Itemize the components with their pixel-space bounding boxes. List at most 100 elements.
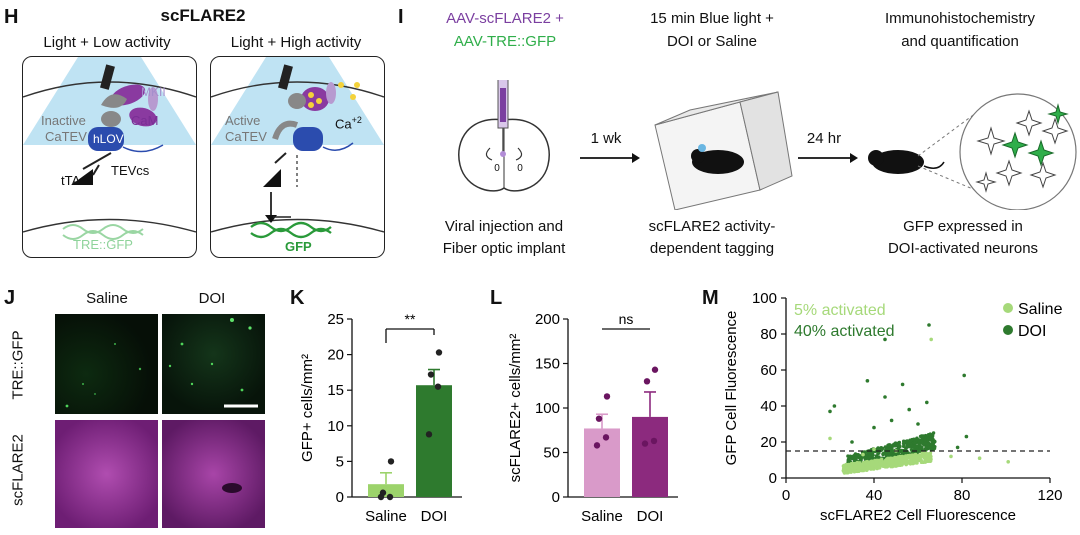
panel-letter-k: K (290, 287, 305, 309)
bar-saline (368, 484, 404, 497)
scatter-point-saline (863, 461, 867, 465)
scatter-point-saline (882, 460, 886, 464)
x-tick-label-saline: Saline (365, 508, 407, 525)
scatter-point-saline (858, 462, 863, 466)
scatter-point-doi (889, 450, 894, 454)
scatter-point-saline (977, 456, 982, 460)
y-tick-label: 0 (769, 470, 777, 487)
micrograph-saline-scflare (55, 420, 158, 528)
scatter-point-doi (854, 453, 859, 457)
legend-label-doi: DOI (1018, 323, 1046, 340)
scatter-point-doi (920, 445, 924, 450)
scatter-point-saline (857, 465, 861, 469)
scatter-point-saline (915, 457, 920, 461)
scatter-point-saline (899, 455, 903, 459)
schematic-low-activity-drawing (23, 57, 196, 240)
scatter-point-saline (828, 436, 832, 441)
scatter-point-saline (894, 459, 899, 463)
panel-letter-i: I (398, 6, 404, 28)
bar-doi (416, 385, 452, 497)
scatter-point-saline (904, 462, 909, 466)
scatter-point-doi (846, 459, 850, 463)
scatter-point-doi (881, 452, 885, 456)
scatter-point-saline (870, 463, 874, 467)
scatter-point-doi (832, 404, 837, 408)
x-tick-label-doi: DOI (421, 508, 448, 525)
data-point-doi (650, 437, 658, 445)
scatter-point-saline (890, 464, 895, 469)
scatter-point-doi (897, 443, 902, 448)
step2-top-line2: DOI or Saline (666, 33, 758, 50)
scatter-point-doi (923, 437, 927, 442)
scatter-point-saline (867, 465, 871, 469)
scatter-point-doi (926, 432, 931, 437)
scatter-point-doi (908, 438, 912, 442)
panel-h-left-caption: Light + Low activity (43, 34, 171, 51)
scatter-point-saline (849, 469, 853, 473)
scatter-point-doi (858, 458, 863, 462)
x-tick-label-doi: DOI (637, 508, 664, 525)
y-axis-label: GFP Cell Fluorescence (723, 311, 740, 466)
scatter-point-doi (931, 431, 936, 435)
step2-top-line1: 15 min Blue light + (650, 10, 774, 27)
scatter-point-saline (857, 469, 861, 473)
micrograph-doi-scflare (162, 420, 265, 528)
scatter-point-doi (907, 407, 911, 412)
scatter-point-doi (920, 435, 925, 440)
micrograph-doi-scflare-mark (222, 483, 242, 493)
y-tick-label: 150 (535, 356, 560, 373)
brain-zero-right: 0 (517, 163, 523, 174)
scatter-point-saline (902, 459, 906, 464)
chart-k-gfp-cells: 0 5 10 15 20 25 GFP+ cells/mm² Saline DOI ** (299, 311, 462, 525)
scatter-point-saline (906, 456, 910, 460)
data-point-saline (387, 458, 395, 465)
schematic-low-activity: MKII CaM Inactive CaTEV hLOV tTA TEVcs T… (22, 56, 197, 258)
scatter-point-doi (903, 451, 907, 455)
micrograph-saline-gfp (55, 314, 158, 414)
data-point-saline (602, 434, 610, 441)
micrograph-saline-gfp-dots (65, 343, 142, 408)
label-calcium: Ca+2 (335, 115, 362, 132)
scatter-point-doi (865, 379, 870, 383)
scatter-point-doi (853, 456, 858, 460)
scatter-point-doi (847, 456, 852, 460)
significance-label: ns (619, 311, 634, 327)
scatter-point-saline (924, 457, 928, 462)
bar-doi (632, 416, 668, 497)
data-point-doi (641, 440, 649, 447)
scatter-point-saline (924, 451, 928, 455)
scatter-point-doi (902, 443, 906, 448)
scatter-point-doi (828, 409, 832, 414)
y-tick-label: 50 (543, 445, 560, 462)
chart-l-scflare-cells: 0 50 100 150 200 scFLARE2+ cells/mm² Saline DOI… (507, 311, 678, 525)
scatter-point-doi (883, 395, 887, 399)
label-catev-right: CaTEV (225, 129, 267, 144)
scatter-point-saline (873, 463, 877, 467)
label-active: Active (225, 113, 261, 128)
label-tevcs: TEVcs (111, 163, 150, 178)
scatter-point-doi (929, 442, 933, 446)
scatter-point-doi (955, 445, 960, 450)
scatter-point-doi (915, 436, 919, 440)
scatter-point-doi (962, 373, 966, 378)
scatter-point-saline (853, 464, 858, 468)
scatter-point-saline (875, 458, 879, 463)
y-axis-label: scFLARE2+ cells/mm² (507, 334, 524, 483)
y-tick-label: 25 (327, 311, 344, 328)
data-point-doi (643, 378, 651, 385)
data-point-saline (379, 489, 387, 496)
y-tick-label: 20 (760, 434, 777, 451)
scatter-point-saline (887, 460, 892, 464)
data-point-doi (435, 349, 443, 356)
data-point-doi (425, 431, 433, 438)
scatter-point-doi (871, 453, 875, 457)
step2-bottom-line2: dependent tagging (649, 240, 775, 257)
label-catev-left: CaTEV (45, 129, 87, 144)
schematic-high-activity-drawing (211, 57, 384, 239)
bar-saline (584, 428, 620, 497)
scatter-point-doi (917, 439, 921, 443)
scatter-point-saline (872, 447, 876, 451)
y-tick-label: 100 (752, 290, 777, 307)
scatter-point-saline (888, 456, 893, 460)
scatter-point-doi (877, 451, 881, 455)
